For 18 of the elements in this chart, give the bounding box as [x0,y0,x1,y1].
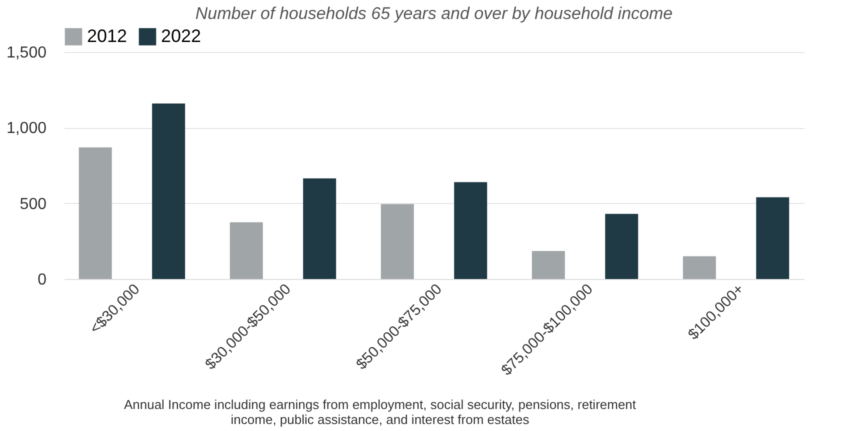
bar [532,251,565,279]
legend-label: 2022 [161,26,202,46]
chart-title: Number of households 65 years and over by household income [195,4,673,23]
y-tick-label: 500 [20,196,47,213]
bar [682,256,716,279]
text: Annual Income including earnings from employment, social security, pensions, retirement income, public assistance, and interest from estates [122,397,638,427]
bar [454,182,488,279]
bar [78,147,112,279]
bar [756,197,790,279]
bar [303,178,336,279]
bar [605,214,638,279]
y-tick-label: 1,000 [6,120,47,138]
bar [380,204,414,279]
bar [152,103,186,279]
legend-label: 2012 [87,26,128,46]
bar [230,222,263,279]
y-tick-label: 1,500 [6,44,47,62]
y-tick-label: 0 [38,272,47,288]
